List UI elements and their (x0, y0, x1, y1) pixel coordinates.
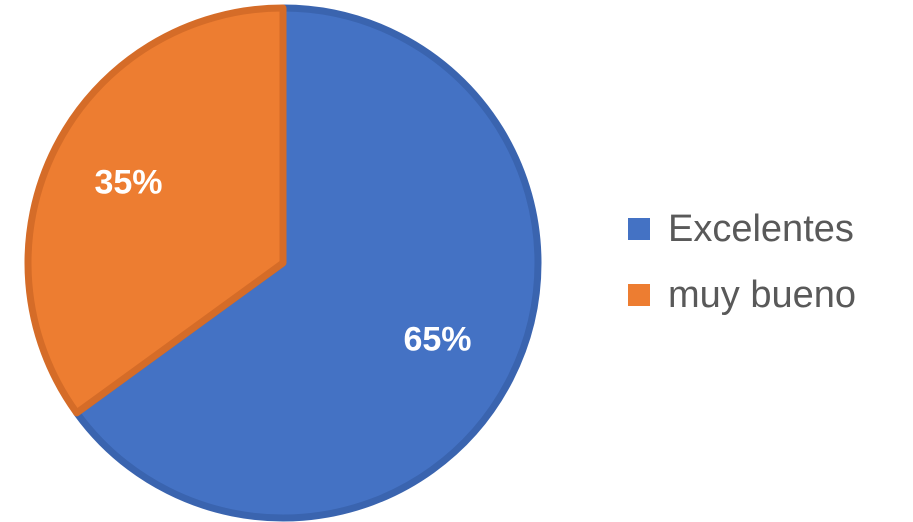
legend-swatch-excelentes (628, 218, 650, 240)
data-label-muy-bueno: 35% (94, 163, 162, 201)
legend-label-muy-bueno: muy bueno (668, 273, 857, 316)
pie-slice-labels: 65% 35% (94, 163, 471, 358)
pie-slice-muy-bueno (24, 4, 287, 417)
legend-label-excelentes: Excelentes (668, 207, 854, 250)
legend-swatch-muy-bueno (628, 284, 650, 306)
chart-legend: Excelentes muy bueno (628, 204, 856, 320)
pie-slice-excelentes (73, 4, 542, 522)
legend-item-excelentes: Excelentes (628, 204, 856, 254)
legend-item-muy-bueno: muy bueno (628, 270, 856, 320)
data-label-excelentes: 65% (403, 321, 471, 359)
pie-slices (24, 4, 542, 522)
